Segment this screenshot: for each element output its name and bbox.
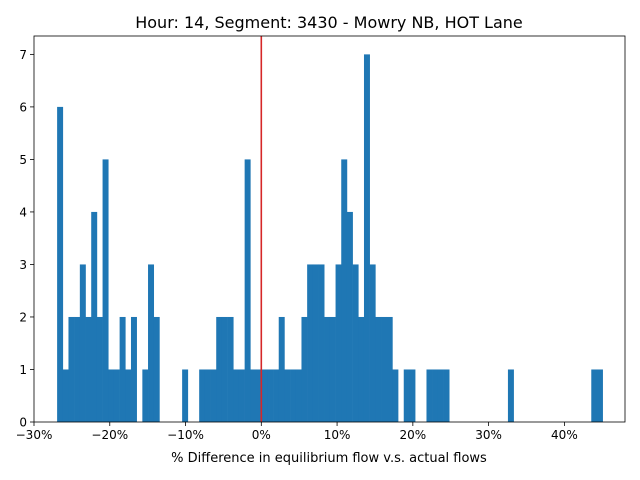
histogram-bar <box>221 316 228 422</box>
histogram-bar <box>392 369 399 422</box>
histogram-bar <box>432 369 439 422</box>
histogram-bar <box>256 369 262 422</box>
histogram-bar <box>210 369 217 422</box>
histogram-bar <box>369 264 376 422</box>
histogram-bar <box>267 369 274 422</box>
x-axis: −30% −20% −10% 0% 10% 20% 30% 40% <box>16 422 578 442</box>
histogram-bar <box>261 369 268 422</box>
histogram-bar <box>113 369 120 422</box>
x-tick-label: 40% <box>551 428 578 442</box>
histogram-bar <box>335 264 342 422</box>
histogram-bar <box>227 316 234 422</box>
histogram-bar <box>250 369 257 422</box>
histogram-bar <box>312 264 319 422</box>
histogram-bar <box>363 54 370 422</box>
histogram-bar <box>341 159 348 422</box>
histogram-bar <box>238 369 245 422</box>
x-tick-label: 20% <box>400 428 427 442</box>
histogram-bar <box>57 106 64 423</box>
x-tick-label: 0% <box>252 428 271 442</box>
histogram-bar <box>358 316 365 422</box>
histogram-bar <box>375 316 382 422</box>
x-tick-label: −20% <box>91 428 128 442</box>
histogram-bar <box>119 316 126 422</box>
histogram-bar <box>62 369 69 422</box>
y-tick-label: 6 <box>19 100 27 114</box>
plot-frame <box>33 35 626 423</box>
histogram-bar <box>352 264 359 422</box>
histogram-bar <box>199 369 206 422</box>
histogram-bar <box>182 369 189 422</box>
histogram-bars <box>57 54 603 423</box>
x-axis-label: % Difference in equilibrium flow v.s. ac… <box>171 451 487 466</box>
x-tick-label: −30% <box>16 428 53 442</box>
histogram-bar <box>596 369 603 422</box>
histogram-bar <box>273 369 280 422</box>
histogram-bar <box>346 211 353 422</box>
histogram-bar <box>85 316 92 422</box>
histogram-bar <box>102 159 109 422</box>
y-tick-label: 7 <box>19 48 27 62</box>
histogram-bar <box>426 369 433 422</box>
histogram-bar <box>125 369 132 422</box>
histogram-bar <box>443 369 450 422</box>
histogram-bar <box>591 369 598 422</box>
histogram-bar <box>403 369 410 422</box>
histogram-bar <box>91 211 98 422</box>
y-tick-label: 1 <box>19 363 27 377</box>
histogram-bar <box>409 369 416 422</box>
histogram-bar <box>153 316 160 422</box>
histogram-bar <box>96 316 103 422</box>
x-tick-label: 30% <box>475 428 502 442</box>
histogram-bar <box>295 369 302 422</box>
histogram-bar <box>324 316 331 422</box>
histogram-bar <box>386 316 393 422</box>
histogram-bar <box>233 369 240 422</box>
histogram-bar <box>284 369 291 422</box>
histogram-bar <box>437 369 444 422</box>
histogram-bar <box>130 316 137 422</box>
histogram-bar <box>74 316 81 422</box>
histogram-bar <box>329 316 336 422</box>
histogram-bar <box>142 369 149 422</box>
histogram-bar <box>290 369 297 422</box>
histogram-bar <box>204 369 211 422</box>
histogram-bar <box>108 369 115 422</box>
chart-title: Hour: 14, Segment: 3430 - Mowry NB, HOT … <box>135 13 523 32</box>
y-tick-label: 3 <box>19 258 27 272</box>
histogram-bar <box>278 316 285 422</box>
histogram-bar <box>318 264 325 422</box>
histogram-bar <box>68 316 75 422</box>
y-tick-label: 0 <box>19 416 27 430</box>
histogram-bar <box>507 369 514 422</box>
histogram-bar <box>244 159 251 422</box>
histogram-bar <box>381 316 387 422</box>
y-tick-label: 5 <box>19 153 27 167</box>
histogram-bar <box>216 316 223 422</box>
histogram-bar <box>307 264 314 422</box>
y-tick-label: 4 <box>19 205 27 219</box>
histogram-bar <box>79 264 86 422</box>
histogram-bar <box>301 316 308 422</box>
x-tick-label: 10% <box>324 428 351 442</box>
histogram-bar <box>148 264 155 422</box>
y-tick-label: 2 <box>19 310 27 324</box>
y-axis: 0 1 2 3 4 5 6 7 <box>19 48 34 430</box>
x-tick-label: −10% <box>167 428 204 442</box>
